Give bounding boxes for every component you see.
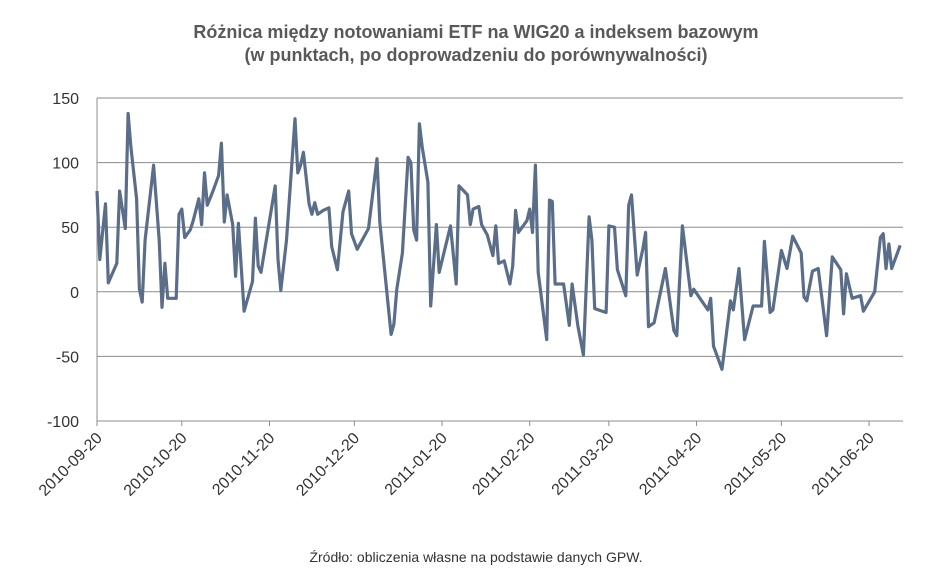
y-tick-label: 100 xyxy=(52,156,79,173)
x-tick-label: 2011-01-20 xyxy=(382,430,451,499)
x-tick-label: 2011-03-20 xyxy=(549,430,618,499)
y-tick-label: 50 xyxy=(61,220,79,237)
y-tick-label: -50 xyxy=(56,349,79,366)
x-tick-label: 2010-09-20 xyxy=(36,430,106,500)
x-tick-label: 2011-04-20 xyxy=(636,430,705,499)
x-tick-label: 2011-06-20 xyxy=(809,430,878,499)
y-tick-label: -100 xyxy=(47,414,79,431)
x-tick-label: 2010-11-20 xyxy=(209,430,278,499)
chart-subtitle: (w punktach, po doprowadzeniu do porówny… xyxy=(245,45,708,65)
source-note: Źródło: obliczenia własne na podstawie d… xyxy=(309,549,642,565)
chart-title: Różnica między notowaniami ETF na WIG20 … xyxy=(193,22,758,42)
y-tick-label: 150 xyxy=(52,91,79,108)
x-tick-label: 2010-12-20 xyxy=(293,430,363,500)
data-line xyxy=(95,111,902,371)
x-tick-label: 2011-02-20 xyxy=(469,430,538,499)
x-tick-label: 2010-10-20 xyxy=(121,430,191,500)
x-tick-label: 2011-05-20 xyxy=(721,430,790,499)
y-tick-label: 0 xyxy=(70,285,79,302)
